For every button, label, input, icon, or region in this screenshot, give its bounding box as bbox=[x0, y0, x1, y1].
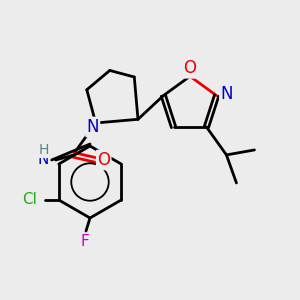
Text: N: N bbox=[220, 85, 233, 103]
Text: N: N bbox=[86, 118, 99, 136]
Text: O: O bbox=[184, 59, 196, 77]
Text: O: O bbox=[97, 151, 110, 169]
Text: N: N bbox=[37, 152, 49, 167]
Text: H: H bbox=[38, 143, 49, 157]
Text: Cl: Cl bbox=[22, 193, 37, 208]
Text: F: F bbox=[81, 235, 89, 250]
